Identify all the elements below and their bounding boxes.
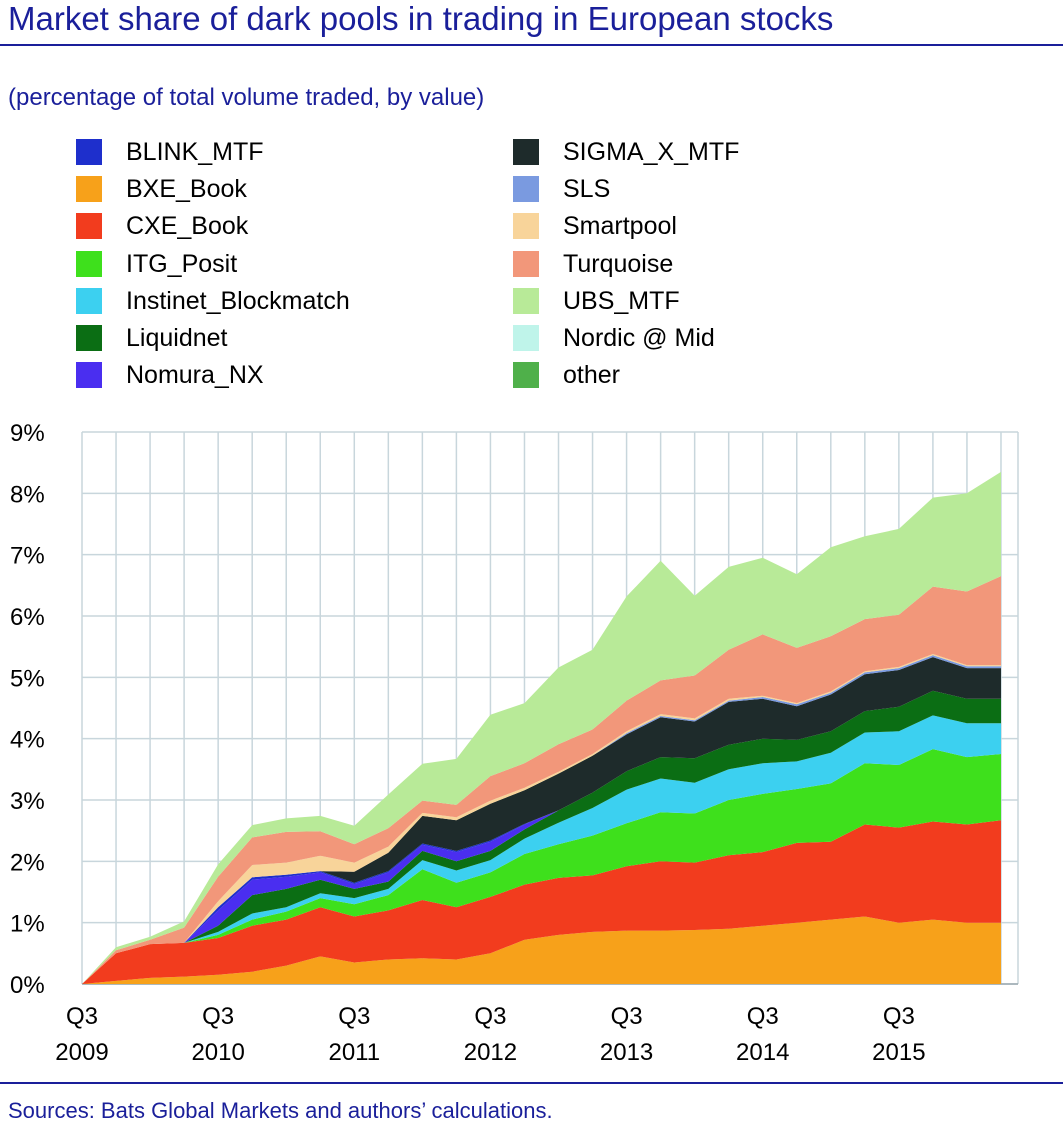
area-liquidnet [82,690,1001,984]
legend-label: SIGMA_X_MTF [563,137,740,166]
legend-swatch [76,251,102,277]
legend-label: Nordic @ Mid [563,323,715,352]
legend-swatch [513,139,539,165]
legend-item: Turquoise [513,250,673,278]
legend-item: BXE_Book [76,175,247,203]
y-axis: 0% 1% 2% 3% 4% 5% 6% 7% 8% 9% [10,420,45,999]
x-axis: Q3 2009 Q3 2010 Q3 2011 Q3 2012 Q3 2013 Q3 2014 Q3 20… [55,1003,925,1066]
x-tick-year: 2010 [191,1039,244,1066]
legend-label: Turquoise [563,249,674,278]
legend-label: Liquidnet [126,323,228,352]
chart-areas [82,471,1001,984]
legend-label: Smartpool [563,211,677,240]
legend-label: BXE_Book [126,174,247,203]
x-tick-quarter: Q3 [747,1003,779,1030]
legend-label: BLINK_MTF [126,137,264,166]
x-tick-quarter: Q3 [338,1003,370,1030]
legend-label: ITG_Posit [126,249,238,278]
legend-swatch [513,251,539,277]
area-itg-posit [82,749,1001,984]
legend-item: Nomura_NX [76,361,264,389]
source-note: Sources: Bats Global Markets and authors… [8,1098,553,1123]
legend-swatch [513,213,539,239]
legend-swatch [513,362,539,388]
area-ubs-mtf [82,471,1001,984]
legend: BLINK_MTF BXE_Book CXE_Book ITG_Posit In… [76,136,836,396]
legend-item: BLINK_MTF [76,138,264,166]
legend-item: ITG_Posit [76,250,237,278]
x-tick-quarter: Q3 [66,1003,98,1030]
x-tick-quarter: Q3 [474,1003,506,1030]
legend-item: SLS [513,175,610,203]
x-tick-year: 2015 [872,1039,925,1066]
x-tick-quarter: Q3 [883,1003,915,1030]
x-tick-year: 2013 [600,1039,653,1066]
legend-item: other [513,361,620,389]
area-turquoise [82,576,1001,984]
legend-item: Instinet_Blockmatch [76,287,350,315]
area-instinet-blockmatch [82,715,1001,984]
chart-title: Market share of dark pools in trading in… [8,0,834,37]
legend-item: SIGMA_X_MTF [513,138,739,166]
legend-swatch [76,325,102,351]
chart-subtitle: (percentage of total volume traded, by v… [8,84,485,111]
y-tick-label: 5% [10,665,45,692]
legend-label: UBS_MTF [563,286,680,315]
legend-item: CXE_Book [76,212,248,240]
y-tick-label: 2% [10,849,45,876]
legend-label: other [563,360,620,389]
x-tick-year: 2011 [328,1039,380,1066]
legend-label: Nomura_NX [126,360,264,389]
y-tick-label: 7% [10,543,45,570]
x-tick-quarter: Q3 [202,1003,234,1030]
title-divider [0,44,1063,46]
x-tick-year: 2009 [55,1039,108,1066]
legend-swatch [513,176,539,202]
legend-label: Instinet_Blockmatch [126,286,350,315]
legend-swatch [513,325,539,351]
legend-item: Liquidnet [76,324,227,352]
legend-swatch [76,139,102,165]
x-tick-year: 2012 [464,1039,517,1066]
y-tick-label: 4% [10,727,45,754]
legend-swatch [76,362,102,388]
legend-item: UBS_MTF [513,287,680,315]
y-tick-label: 0% [10,972,45,999]
footer-divider [0,1082,1063,1084]
area-sigma-x-mtf [82,657,1001,984]
y-tick-label: 6% [10,604,45,631]
area-bxe-book [82,916,1001,984]
x-tick-year: 2014 [736,1039,789,1066]
stacked-area-chart: 0%1%2%3%4%5%6%7%8%9% Q32009Q32010Q32011Q… [10,420,1019,1066]
area-cxe-book [82,820,1001,984]
y-tick-label: 3% [10,788,45,815]
legend-item: Nordic @ Mid [513,324,715,352]
y-tick-label: 8% [10,481,45,508]
legend-item: Smartpool [513,212,677,240]
legend-swatch [513,288,539,314]
y-tick-label: 9% [10,420,45,447]
legend-swatch [76,213,102,239]
x-tick-quarter: Q3 [611,1003,643,1030]
legend-label: SLS [563,174,611,203]
legend-swatch [76,288,102,314]
legend-swatch [76,176,102,202]
legend-label: CXE_Book [126,211,249,240]
y-tick-label: 1% [10,911,45,938]
